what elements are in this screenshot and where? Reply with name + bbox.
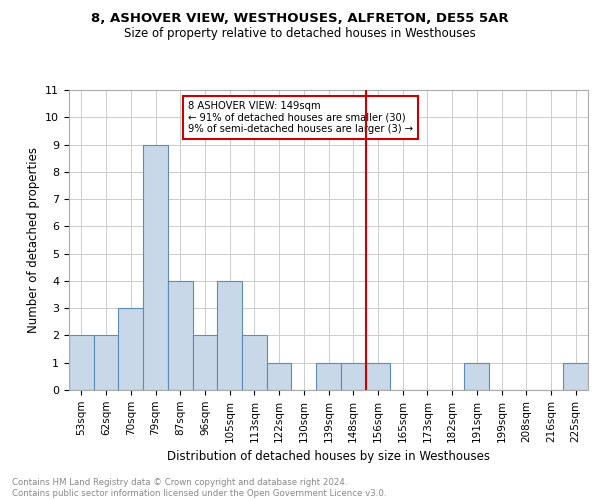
Bar [143,144,168,390]
Bar [563,362,588,390]
Bar [365,362,390,390]
Bar [242,336,267,390]
Y-axis label: Number of detached properties: Number of detached properties [27,147,40,333]
Bar [168,281,193,390]
Bar [464,362,489,390]
Bar [118,308,143,390]
Bar [69,336,94,390]
Bar [94,336,118,390]
Bar [217,281,242,390]
X-axis label: Distribution of detached houses by size in Westhouses: Distribution of detached houses by size … [167,450,490,463]
Text: 8 ASHOVER VIEW: 149sqm
← 91% of detached houses are smaller (30)
9% of semi-deta: 8 ASHOVER VIEW: 149sqm ← 91% of detached… [188,101,413,134]
Bar [267,362,292,390]
Text: Contains HM Land Registry data © Crown copyright and database right 2024.
Contai: Contains HM Land Registry data © Crown c… [12,478,386,498]
Bar [341,362,365,390]
Bar [193,336,217,390]
Text: Size of property relative to detached houses in Westhouses: Size of property relative to detached ho… [124,28,476,40]
Text: 8, ASHOVER VIEW, WESTHOUSES, ALFRETON, DE55 5AR: 8, ASHOVER VIEW, WESTHOUSES, ALFRETON, D… [91,12,509,26]
Bar [316,362,341,390]
